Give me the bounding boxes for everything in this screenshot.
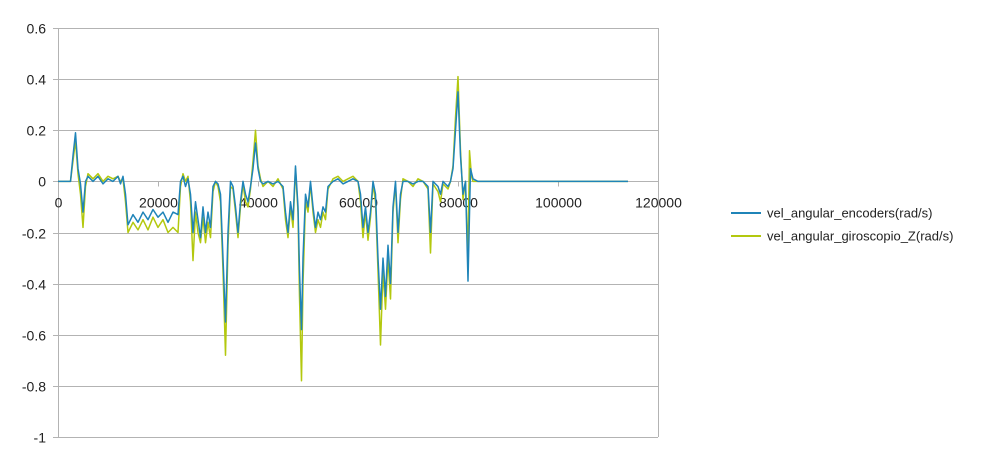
y-tick-label: 0 — [38, 174, 46, 190]
legend: vel_angular_encoders(rad/s) vel_angular_g… — [731, 206, 953, 244]
x-tick-label: 120000 — [635, 195, 682, 211]
gridlines — [58, 28, 659, 438]
y-tick-label: -0.8 — [22, 379, 46, 395]
axes — [53, 28, 659, 438]
y-tick-labels: 0.6 0.4 0.2 0 -0.2 -0.4 -0.6 -0.8 -1 — [22, 21, 46, 446]
y-tick-label: 0.6 — [27, 21, 47, 37]
x-tick-label: 60000 — [339, 195, 378, 211]
x-tick-label: 80000 — [439, 195, 478, 211]
y-tick-label: -0.2 — [22, 226, 46, 242]
y-tick-label: -0.4 — [22, 277, 46, 293]
y-tick-label: 0.4 — [27, 72, 47, 88]
y-tick-label: -1 — [34, 430, 47, 446]
series-line — [58, 91, 628, 331]
legend-label: vel_angular_giroscopio_Z(rad/s) — [767, 229, 953, 244]
series-lines — [58, 75, 628, 382]
y-tick-label: 0.2 — [27, 123, 47, 139]
legend-label: vel_angular_encoders(rad/s) — [767, 206, 932, 221]
y-tick-label: -0.6 — [22, 328, 46, 344]
x-tick-label: 100000 — [535, 195, 582, 211]
x-tick-label: 0 — [55, 195, 63, 211]
x-tick-labels: 0 20000 40000 60000 80000 100000 120000 — [55, 195, 682, 211]
x-tick-label: 20000 — [139, 195, 178, 211]
